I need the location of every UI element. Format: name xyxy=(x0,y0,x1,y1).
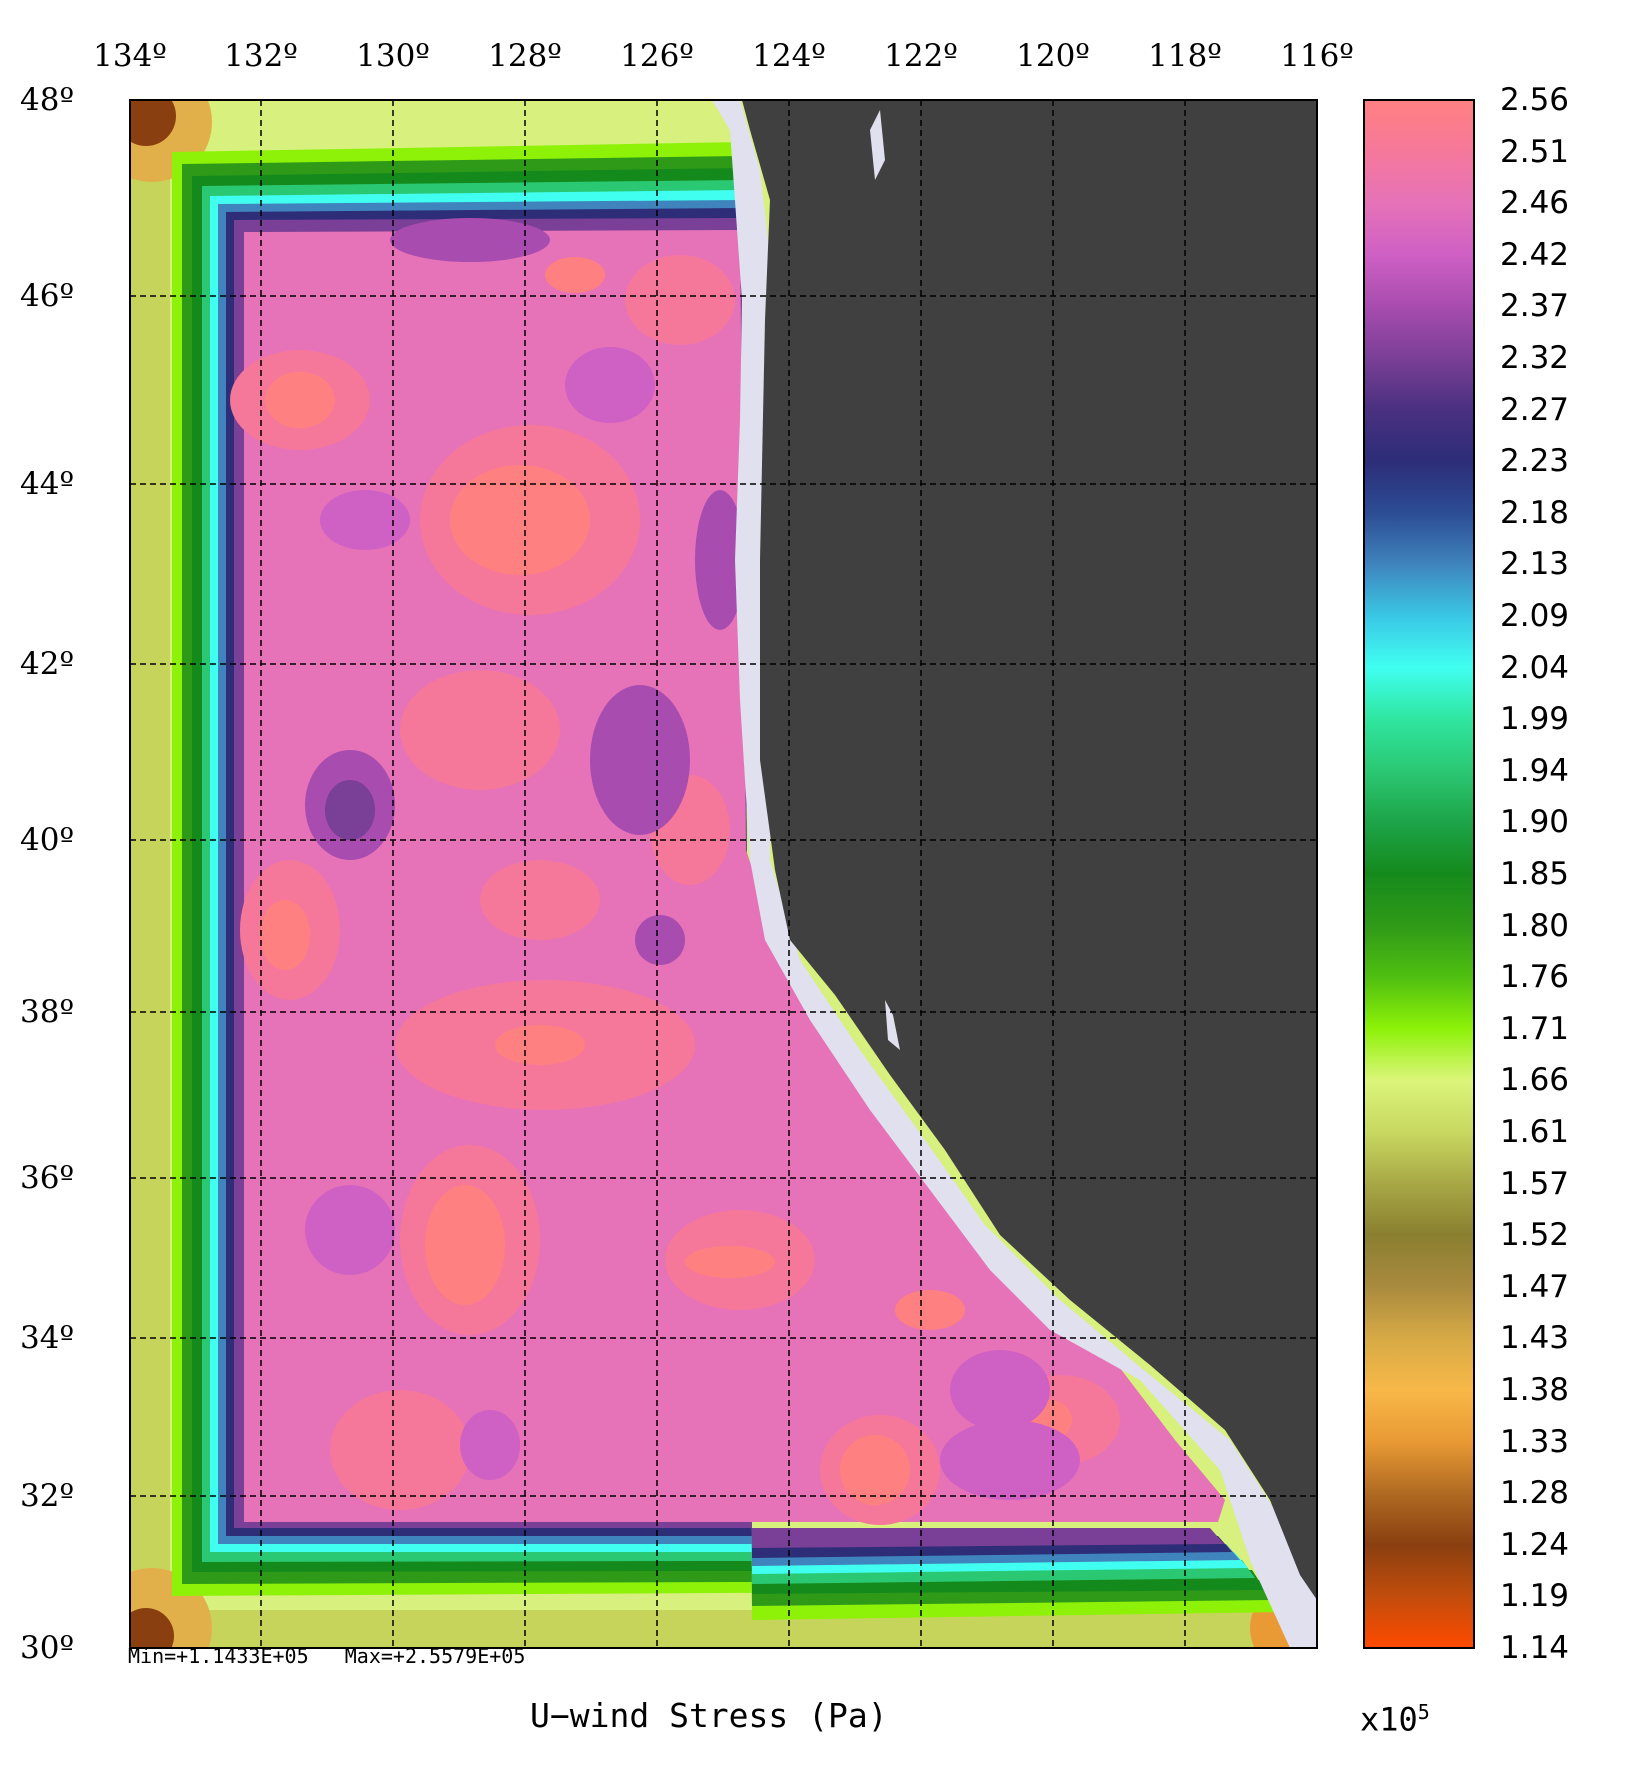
colorbar-tick-label: 2.46 xyxy=(1500,185,1570,222)
colorbar-tick-label: 2.51 xyxy=(1500,133,1570,170)
lat-label-32: 32º xyxy=(20,1478,75,1514)
colorbar-tick-label: 2.32 xyxy=(1500,340,1570,376)
lat-label-42: 42º xyxy=(20,646,75,682)
colorbar-tick-label: 1.71 xyxy=(1500,1010,1570,1047)
low-patch xyxy=(950,1350,1050,1430)
colorbar-tick-label: 1.57 xyxy=(1500,1165,1570,1202)
colorbar-tick-label: 1.24 xyxy=(1500,1526,1570,1563)
high-patch xyxy=(625,255,735,345)
lon-label-116: 116º xyxy=(1280,38,1354,74)
high-core xyxy=(260,900,310,970)
colorbar-tick-label: 1.47 xyxy=(1500,1268,1570,1305)
min-label: Min=+1.1433E+05 xyxy=(128,1644,309,1668)
low-patch xyxy=(940,1420,1080,1500)
sf-bay xyxy=(885,1000,900,1050)
lon-label-118: 118º xyxy=(1148,38,1222,74)
high-patch xyxy=(480,860,600,940)
colorbar-tick-label: 1.61 xyxy=(1500,1114,1570,1150)
lat-label-44: 44º xyxy=(20,466,75,502)
lon-label-122: 122º xyxy=(884,38,958,74)
low-patch xyxy=(460,1410,520,1480)
colorbar-tick-label: 1.85 xyxy=(1500,856,1570,892)
colorbar-tick-label: 1.19 xyxy=(1500,1578,1570,1615)
colorbar-tick-label: 2.56 xyxy=(1500,82,1570,118)
high-core xyxy=(685,1246,775,1278)
map-frame xyxy=(129,99,1318,1649)
lat-label-46: 46º xyxy=(20,278,75,314)
lon-label-124: 124º xyxy=(752,38,826,74)
lon-label-128: 128º xyxy=(488,38,562,74)
high-core xyxy=(495,1025,585,1065)
puget-sound xyxy=(870,110,885,180)
scale-base: x10 xyxy=(1360,1700,1418,1739)
max-label: Max=+2.5579E+05 xyxy=(344,1644,526,1668)
high-patch xyxy=(400,670,560,790)
colorbar-tick-label: 1.99 xyxy=(1500,701,1570,738)
lat-label-36: 36º xyxy=(20,1160,75,1196)
nw-corner-min xyxy=(130,100,176,146)
low-patch xyxy=(635,915,685,965)
low-patch xyxy=(390,218,550,262)
high-core xyxy=(840,1435,910,1505)
colorbar xyxy=(1363,99,1475,1649)
low-patch xyxy=(305,1185,395,1275)
high-core xyxy=(545,257,605,293)
high-core xyxy=(450,465,590,575)
colorbar-tick-label: 1.14 xyxy=(1500,1630,1570,1666)
lat-label-48: 48º xyxy=(20,82,75,118)
masked-coast-strip xyxy=(712,100,1317,1648)
colorbar-tick-label: 2.04 xyxy=(1500,649,1570,686)
west-edge-field xyxy=(130,100,170,1648)
high-patch xyxy=(330,1390,470,1510)
lon-label-134: 134º xyxy=(93,38,167,74)
low-patch xyxy=(320,490,410,550)
lon-label-126: 126º xyxy=(620,38,694,74)
lat-label-34: 34º xyxy=(20,1320,75,1356)
scale-exponent: 5 xyxy=(1417,1700,1430,1724)
high-core xyxy=(425,1185,505,1305)
high-core xyxy=(265,372,335,428)
colorbar-tick-label: 2.27 xyxy=(1500,391,1570,428)
lon-label-130: 130º xyxy=(356,38,430,74)
colorbar-tick-label: 2.18 xyxy=(1500,494,1570,531)
low-core xyxy=(325,780,375,840)
high-core xyxy=(895,1290,965,1330)
lon-label-132: 132º xyxy=(224,38,298,74)
colorbar-tick-label: 1.76 xyxy=(1500,959,1570,996)
graticule xyxy=(130,100,1317,1648)
colorbar-tick-label: 1.80 xyxy=(1500,907,1570,944)
colorbar-tick-label: 1.28 xyxy=(1500,1475,1570,1512)
lat-label-40: 40º xyxy=(20,822,75,858)
lat-label-30: 30º xyxy=(20,1630,75,1666)
colorbar-tick-label: 2.09 xyxy=(1500,598,1570,634)
south-edge-field xyxy=(130,1610,1317,1648)
colorbar-tick-label: 2.42 xyxy=(1500,236,1570,273)
land-mass xyxy=(742,100,1317,1600)
colorbar-tick-label: 2.23 xyxy=(1500,443,1570,480)
colorbar-tick-label: 2.13 xyxy=(1500,546,1570,583)
sw-corner-min xyxy=(130,1608,174,1648)
colorbar-tick-label: 1.52 xyxy=(1500,1217,1570,1254)
colorbar-tick-label: 1.38 xyxy=(1500,1372,1570,1408)
colorbar-tick-label: 1.94 xyxy=(1500,752,1570,789)
colorbar-tick-label: 2.37 xyxy=(1500,288,1570,325)
colorbar-tick-label: 1.90 xyxy=(1500,804,1570,841)
colorbar-tick-label: 1.43 xyxy=(1500,1320,1570,1357)
min-max-readout: Min=+1.1433E+05 Max=+2.5579E+05 xyxy=(128,1644,525,1668)
plot-title: U−wind Stress (Pa) xyxy=(530,1696,888,1735)
low-patch xyxy=(695,490,745,630)
low-patch xyxy=(590,685,690,835)
low-patch xyxy=(565,347,655,423)
map-field xyxy=(130,100,1317,1648)
lon-label-120: 120º xyxy=(1016,38,1090,74)
colorbar-tick-label: 1.66 xyxy=(1500,1062,1570,1099)
lat-label-38: 38º xyxy=(20,994,75,1030)
scale-factor: x105 xyxy=(1360,1700,1430,1739)
colorbar-tick-label: 1.33 xyxy=(1500,1423,1570,1460)
